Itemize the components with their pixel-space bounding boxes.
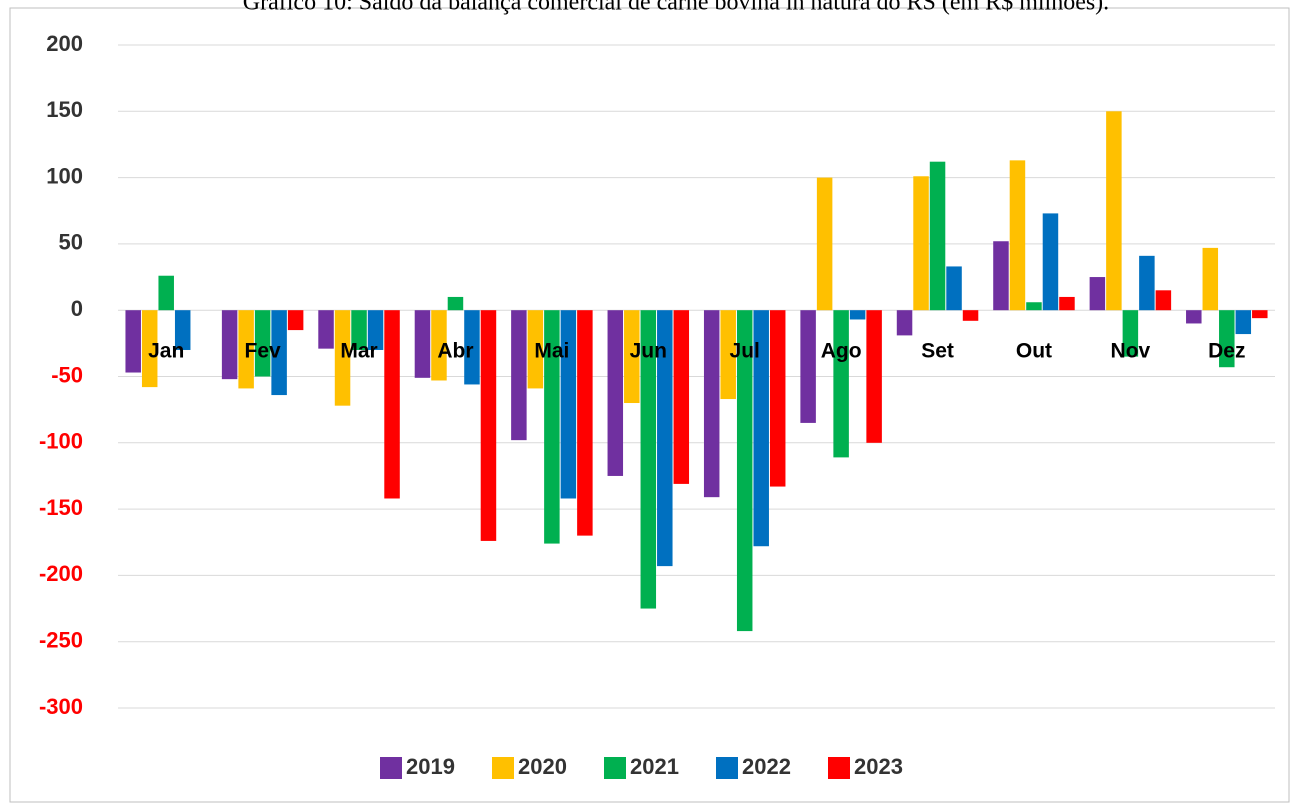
y-tick-label: 0 (71, 296, 83, 321)
legend-label: 2023 (854, 754, 903, 779)
bar (1009, 160, 1026, 311)
bar (447, 296, 464, 311)
legend-swatch (716, 757, 738, 779)
bar (849, 310, 866, 320)
x-tick-label: Jul (730, 340, 760, 363)
bar (624, 310, 640, 404)
x-tick-label: Jan (148, 340, 184, 363)
bar (1252, 310, 1268, 319)
legend-swatch (828, 757, 850, 779)
legend-label: 2021 (630, 754, 679, 779)
bar (577, 310, 593, 536)
x-tick-label: Fev (245, 340, 282, 363)
y-tick-label: -250 (39, 628, 83, 653)
legend-label: 2020 (518, 754, 567, 779)
bar (1026, 302, 1042, 311)
y-tick-label: -300 (39, 694, 83, 719)
bar (769, 310, 786, 487)
bar (1122, 310, 1139, 357)
x-tick-label: Dez (1208, 340, 1245, 363)
bar (560, 310, 577, 499)
bar (1235, 310, 1252, 335)
bar (158, 275, 174, 311)
x-tick-label: Mai (534, 340, 569, 363)
y-tick-label: -50 (51, 362, 83, 387)
bar (334, 310, 351, 406)
bar (607, 310, 624, 476)
bar (1186, 310, 1202, 324)
bar (913, 176, 929, 311)
chart-border (9, 7, 1290, 803)
bar (125, 310, 141, 373)
bar (1202, 247, 1219, 311)
bar (657, 310, 673, 567)
x-tick-label: Mar (340, 340, 377, 363)
y-tick-label: 50 (59, 230, 83, 255)
bar (480, 310, 497, 541)
legend-label: 2022 (742, 754, 791, 779)
bar (673, 310, 690, 484)
bar (1106, 111, 1122, 311)
bar (753, 310, 769, 547)
bar (929, 161, 946, 311)
bar (238, 310, 254, 389)
bar (141, 310, 158, 388)
bar (800, 310, 816, 423)
bar (736, 310, 753, 632)
bar (640, 310, 657, 609)
bar (720, 310, 736, 400)
bar (833, 310, 849, 458)
bar (174, 310, 191, 350)
bar (1219, 310, 1235, 368)
bar (703, 310, 720, 498)
bar (318, 310, 334, 349)
y-tick-label: 100 (46, 163, 83, 188)
bar (1042, 213, 1059, 311)
bar (816, 177, 833, 311)
y-tick-label: -100 (39, 429, 83, 454)
bar (1089, 277, 1106, 311)
chart-title: Gráfico 10: Saldo da balança comercial d… (243, 0, 1109, 16)
x-tick-label: Nov (1111, 340, 1151, 363)
bar (993, 241, 1009, 311)
bar (527, 310, 544, 389)
bar (511, 310, 527, 441)
legend-swatch (492, 757, 514, 779)
legend-label: 2019 (406, 754, 455, 779)
bar (287, 310, 304, 331)
x-tick-label: Ago (821, 340, 862, 363)
bar (962, 310, 979, 321)
x-tick-label: Abr (437, 340, 473, 363)
bar (254, 310, 271, 377)
legend-swatch (604, 757, 626, 779)
bar (946, 266, 962, 311)
bar (1139, 255, 1155, 311)
y-tick-label: -200 (39, 561, 83, 586)
bar (896, 310, 913, 336)
bar (271, 310, 287, 396)
bar (221, 310, 238, 380)
y-tick-label: 200 (46, 31, 83, 56)
bar (1059, 296, 1075, 311)
legend-swatch (380, 757, 402, 779)
x-tick-label: Set (921, 340, 954, 363)
bar (414, 310, 431, 378)
x-tick-label: Jun (630, 340, 667, 363)
x-tick-label: Out (1016, 340, 1052, 363)
bar (464, 310, 480, 385)
bar (384, 310, 400, 499)
bar (367, 310, 384, 350)
y-tick-label: 150 (46, 97, 83, 122)
bar (431, 310, 447, 381)
bar (544, 310, 560, 544)
y-tick-label: -150 (39, 495, 83, 520)
bar (1155, 290, 1172, 311)
bar (351, 310, 367, 350)
bar (866, 310, 882, 443)
